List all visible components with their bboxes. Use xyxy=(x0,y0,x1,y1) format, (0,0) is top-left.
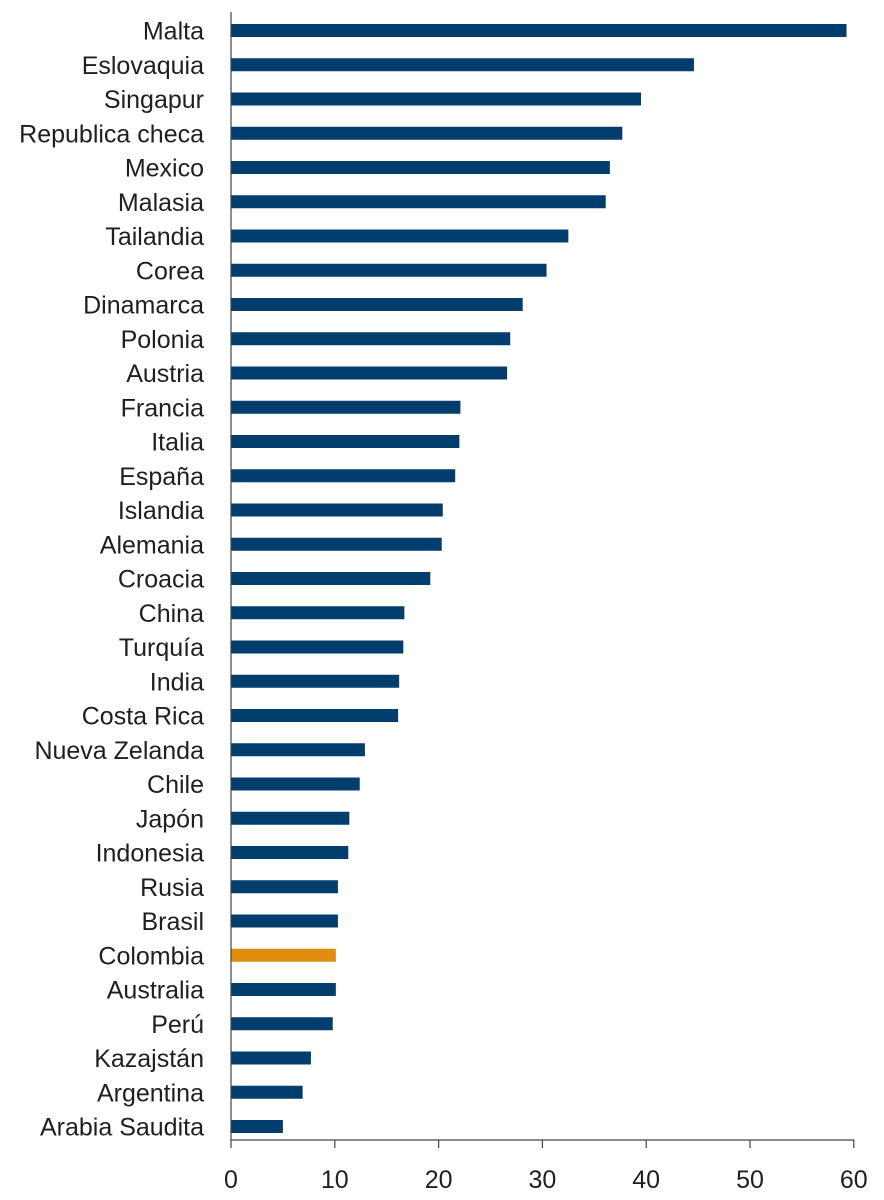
bar-japon xyxy=(231,811,350,825)
bar-eslovaquia xyxy=(231,58,694,72)
bar-chile xyxy=(231,777,360,791)
category-labels: Malta Eslovaquia Singapur Republica checa Me… xyxy=(19,18,204,1142)
category-label-singapur: Singapur xyxy=(104,86,204,114)
bar-francia xyxy=(231,400,461,414)
bar-republica-checa xyxy=(231,126,623,140)
bar-dinamarca xyxy=(231,298,523,311)
category-label-italia: Italia xyxy=(151,429,204,457)
category-label-mexico: Mexico xyxy=(125,155,204,183)
category-label-turquia: Turquía xyxy=(119,634,204,662)
category-label-austria: Austria xyxy=(126,360,204,388)
bar-malta xyxy=(231,24,847,37)
x-tick-label-40: 40 xyxy=(632,1166,660,1194)
bar-polonia xyxy=(231,332,511,346)
bar-australia xyxy=(231,983,336,996)
bar-kazajstan xyxy=(231,1051,311,1065)
category-label-china: China xyxy=(139,600,204,628)
x-tick-label-20: 20 xyxy=(425,1166,453,1194)
category-label-india: India xyxy=(150,668,204,696)
category-label-indonesia: Indonesia xyxy=(96,840,205,868)
bar-arabia-saudita xyxy=(231,1120,283,1133)
category-label-nueva-zelanda: Nueva Zelanda xyxy=(34,737,204,765)
category-label-brasil: Brasil xyxy=(141,908,204,936)
bar-espana xyxy=(231,469,456,483)
category-label-malta: Malta xyxy=(143,18,204,46)
x-tick-label-30: 30 xyxy=(528,1166,556,1194)
x-tick-label-0: 0 xyxy=(224,1166,238,1194)
x-tick-label-10: 10 xyxy=(321,1166,349,1194)
category-label-alemania: Alemania xyxy=(100,531,204,559)
category-label-espana: España xyxy=(119,463,204,491)
bar-colombia xyxy=(231,948,336,962)
category-label-japon: Japón xyxy=(136,805,204,833)
x-tick-label-60: 60 xyxy=(840,1166,868,1194)
bar-costa-rica xyxy=(231,709,399,722)
bar-croacia xyxy=(231,572,431,585)
bar-italia xyxy=(231,435,460,448)
category-label-arabia-saudita: Arabia Saudita xyxy=(40,1114,204,1142)
bar-tailandia xyxy=(231,229,569,243)
category-label-dinamarca: Dinamarca xyxy=(83,292,204,320)
bar-rusia xyxy=(231,880,338,894)
x-tick-label-50: 50 xyxy=(736,1166,764,1194)
category-label-costa-rica: Costa Rica xyxy=(82,703,204,731)
category-label-islandia: Islandia xyxy=(118,497,204,525)
category-label-tailandia: Tailandia xyxy=(105,223,204,251)
category-label-chile: Chile xyxy=(147,771,204,799)
category-label-argentina: Argentina xyxy=(97,1079,204,1107)
bar-argentina xyxy=(231,1085,303,1099)
bar-alemania xyxy=(231,537,442,551)
category-label-croacia: Croacia xyxy=(118,566,204,594)
category-label-republica-checa: Republica checa xyxy=(19,120,204,148)
category-label-corea: Corea xyxy=(136,257,204,285)
category-label-polonia: Polonia xyxy=(121,326,204,354)
category-label-kazajstan: Kazajstán xyxy=(94,1045,204,1073)
bar-brasil xyxy=(231,914,338,928)
bar-peru xyxy=(231,1017,333,1031)
bar-mexico xyxy=(231,161,610,174)
bar-islandia xyxy=(231,503,443,517)
category-label-colombia: Colombia xyxy=(98,942,204,970)
category-label-francia: Francia xyxy=(121,394,204,422)
category-label-australia: Australia xyxy=(107,977,204,1005)
bar-austria xyxy=(231,366,508,380)
bar-indonesia xyxy=(231,846,349,859)
category-label-eslovaquia: Eslovaquia xyxy=(82,52,204,80)
bar-nueva-zelanda xyxy=(231,743,365,757)
bar-india xyxy=(231,674,400,688)
bar-china xyxy=(231,606,405,620)
bar-corea xyxy=(231,263,547,277)
bars-group xyxy=(231,24,847,1133)
category-label-malasia: Malasia xyxy=(118,189,204,217)
x-ticks: 0 10 20 30 40 50 60 xyxy=(224,1140,868,1194)
bar-turquia xyxy=(231,640,404,654)
category-label-rusia: Rusia xyxy=(140,874,204,902)
bar-singapur xyxy=(231,92,642,106)
bar-malasia xyxy=(231,195,606,209)
category-label-peru: Perú xyxy=(151,1011,204,1039)
